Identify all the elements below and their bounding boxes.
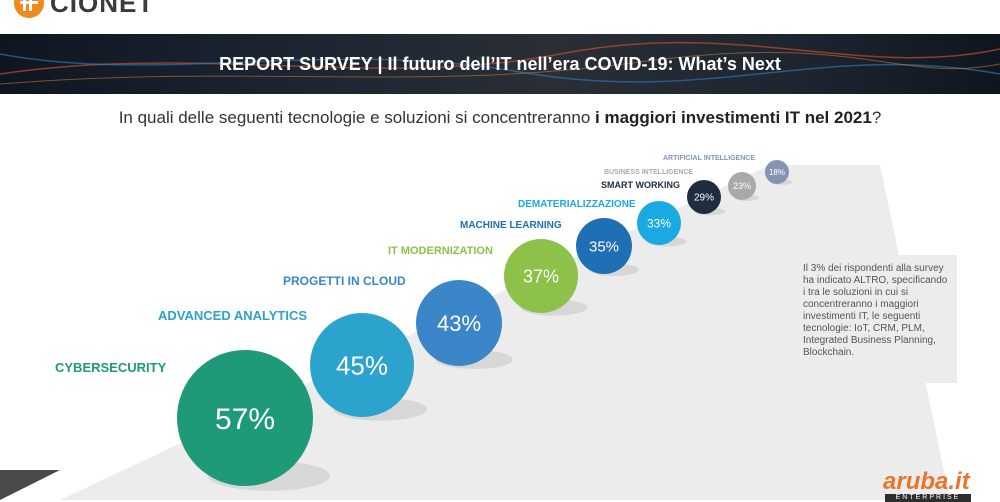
bubble-5	[576, 218, 632, 274]
category-label: SMART WORKING	[601, 180, 680, 190]
category-label: CYBERSECURITY	[55, 360, 167, 375]
category-label: ARTIFICIAL INTELLIGENCE	[663, 155, 755, 162]
bubble-8	[728, 172, 756, 200]
bubble-4	[504, 239, 578, 313]
bubble-value-label: 18%	[769, 168, 785, 177]
bubble-value-label: 33%	[647, 216, 671, 230]
bubble-value-label: 23%	[733, 181, 751, 191]
bubble-value-label: 35%	[589, 238, 619, 255]
category-label: MACHINE LEARNING	[460, 220, 562, 231]
category-label: PROGETTI IN CLOUD	[283, 274, 406, 288]
bubble-2	[310, 313, 414, 417]
road-shadow	[0, 470, 60, 500]
bubble-9	[765, 160, 789, 184]
aruba-logo-sub: ENTERPRISE	[885, 494, 971, 502]
cionet-logo-text: CIONET	[50, 0, 155, 18]
bubble-value-label: 43%	[437, 311, 481, 336]
aruba-logo: aruba.it ENTERPRISE	[883, 468, 975, 502]
category-label: IT MODERNIZATION	[388, 245, 493, 257]
altro-note: Il 3% dei rispondenti alla survey ha ind…	[795, 255, 957, 383]
question-suffix: ?	[871, 108, 882, 127]
bubble-value-label: 37%	[523, 266, 559, 286]
bubble-7	[687, 180, 721, 214]
aruba-logo-text: aruba.it	[883, 468, 970, 495]
banner-title: REPORT SURVEY | Il futuro dell’IT nell’e…	[219, 54, 781, 74]
bubble-3	[416, 280, 502, 366]
question-highlight: i maggiori investimenti IT nel 2021	[595, 108, 872, 127]
bubble-value-label: 45%	[336, 350, 388, 380]
bubble-6	[637, 201, 681, 245]
cionet-logo-icon	[14, 0, 44, 18]
category-label: DEMATERIALIZZAZIONE	[518, 199, 636, 210]
category-label: ADVANCED ANALYTICS	[158, 308, 307, 323]
report-banner: REPORT SURVEY | Il futuro dell’IT nell’e…	[0, 34, 1000, 94]
bubble-value-label: 57%	[215, 403, 275, 436]
question-prefix: In quali delle seguenti tecnologie e sol…	[118, 108, 596, 127]
banner-light-streaks	[0, 41, 1000, 85]
cionet-logo: CIONET	[14, 0, 154, 20]
survey-question: In quali delle seguenti tecnologie e sol…	[0, 108, 1000, 128]
bubble-1	[177, 350, 313, 486]
category-label: BUSINESS INTELLIGENCE	[604, 169, 693, 176]
bubble-value-label: 29%	[694, 193, 714, 204]
